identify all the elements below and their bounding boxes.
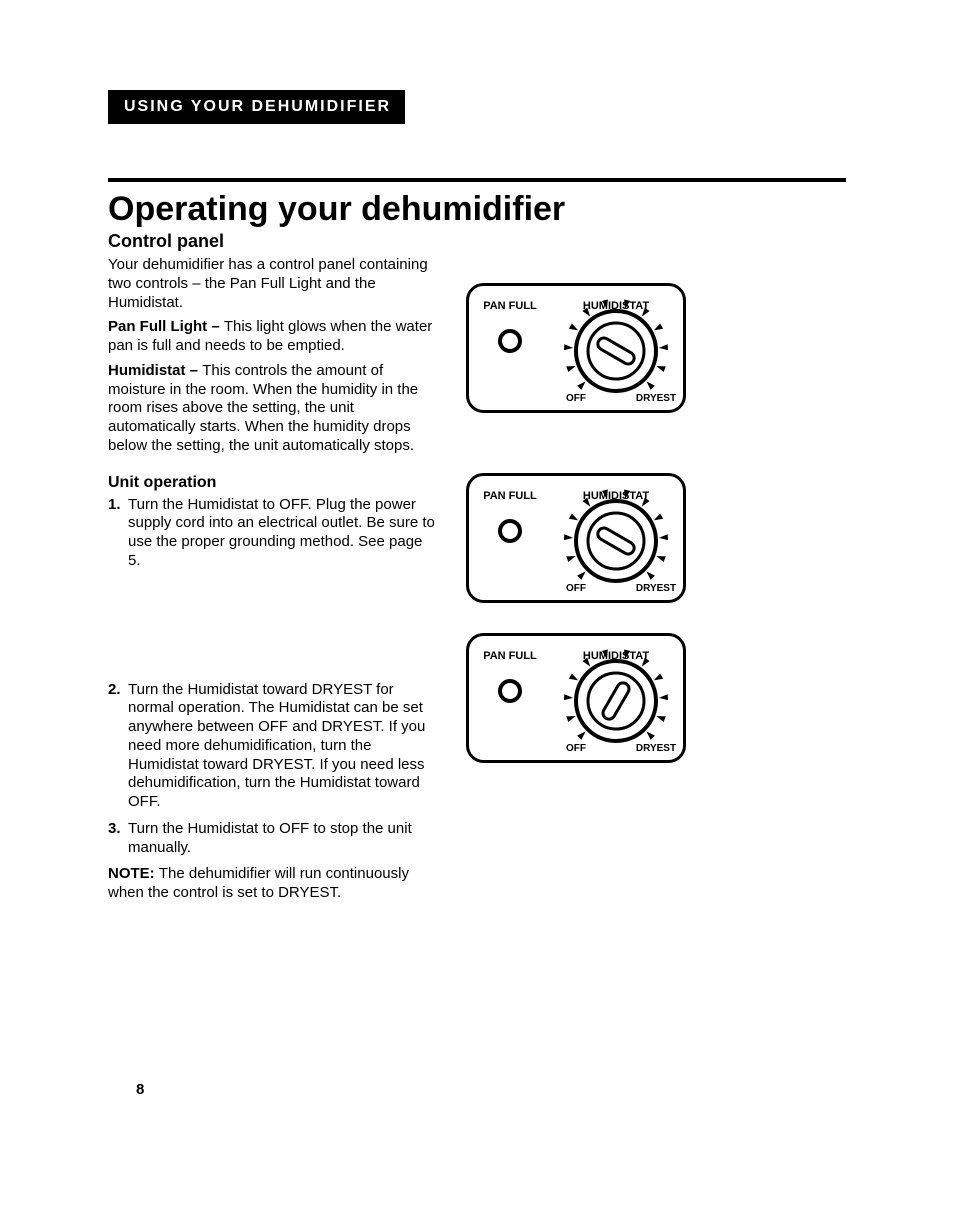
- svg-text:OFF: OFF: [566, 583, 586, 594]
- intro-paragraph: Your dehumidifier has a control panel co…: [108, 256, 438, 312]
- subheading-control-panel: Control panel: [108, 231, 438, 252]
- svg-text:OFF: OFF: [566, 743, 586, 754]
- note-label: NOTE:: [108, 865, 159, 882]
- step-2: Turn the Humidistat toward DRYEST for no…: [108, 681, 438, 812]
- svg-text:DRYEST: DRYEST: [636, 583, 676, 594]
- svg-text:PAN FULL: PAN FULL: [483, 490, 537, 502]
- svg-text:PAN FULL: PAN FULL: [483, 650, 537, 662]
- control-panel-diagram-2: PAN FULL HUMIDISTAT OFF DRYEST: [466, 473, 686, 603]
- pan-full-paragraph: Pan Full Light – This light glows when t…: [108, 318, 438, 356]
- note-paragraph: NOTE: The dehumidifier will run continuo…: [108, 865, 438, 903]
- horizontal-rule: [108, 178, 846, 182]
- control-panel-diagram-1: PAN FULL HUMIDISTAT OFF DRYEST: [466, 283, 686, 413]
- humidistat-label: Humidistat –: [108, 362, 202, 379]
- step-1: Turn the Humidistat to OFF. Plug the pow…: [108, 496, 438, 571]
- svg-text:OFF: OFF: [566, 393, 586, 404]
- svg-text:PAN FULL: PAN FULL: [483, 300, 537, 312]
- humidistat-paragraph: Humidistat – This controls the amount of…: [108, 362, 438, 456]
- svg-text:DRYEST: DRYEST: [636, 393, 676, 404]
- page-title: Operating your dehumidifier: [108, 190, 846, 229]
- svg-text:DRYEST: DRYEST: [636, 743, 676, 754]
- pan-full-label: Pan Full Light –: [108, 318, 224, 335]
- control-panel-diagram-3: PAN FULL HUMIDISTAT OFF DRYEST: [466, 633, 686, 763]
- step-3: Turn the Humidistat to OFF to stop the u…: [108, 820, 438, 858]
- subheading-unit-operation: Unit operation: [108, 474, 438, 492]
- section-header-bar: USING YOUR DEHUMIDIFIER: [108, 90, 405, 124]
- page-number: 8: [136, 1081, 144, 1098]
